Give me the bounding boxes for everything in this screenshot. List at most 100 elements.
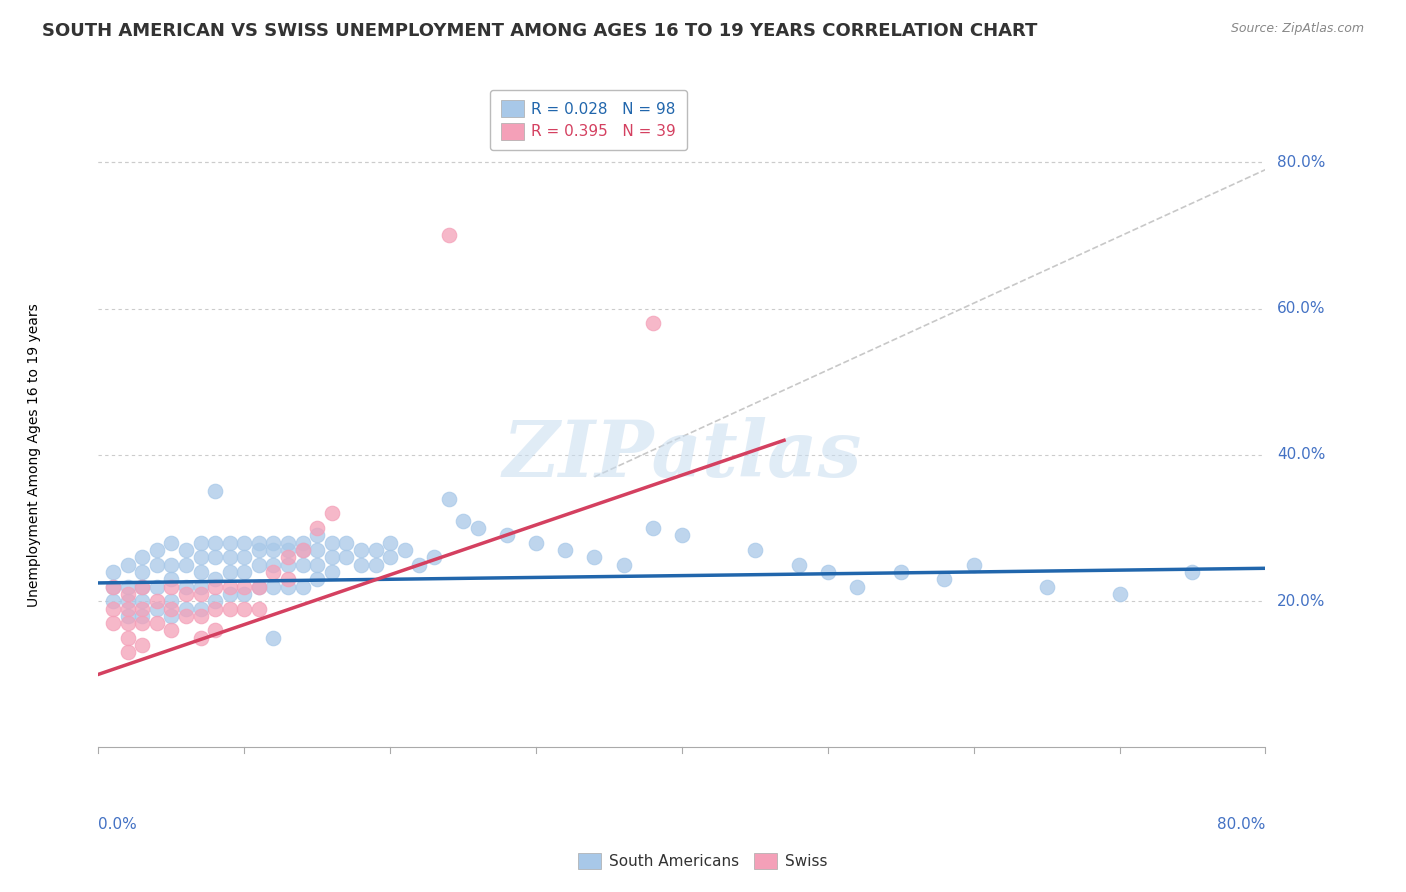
Point — [641, 521, 664, 535]
Point — [131, 565, 153, 579]
Point — [277, 543, 299, 558]
Point — [174, 608, 197, 623]
Point — [233, 580, 256, 594]
Point — [262, 565, 284, 579]
Point — [291, 543, 314, 558]
Text: 60.0%: 60.0% — [1277, 301, 1326, 316]
Point — [451, 514, 474, 528]
Point — [160, 535, 183, 549]
Point — [131, 550, 153, 565]
Point — [247, 580, 270, 594]
Point — [291, 558, 314, 572]
Point — [204, 484, 226, 499]
Point — [524, 535, 547, 549]
Point — [190, 550, 212, 565]
Text: 80.0%: 80.0% — [1218, 817, 1265, 832]
Point — [277, 558, 299, 572]
Text: 40.0%: 40.0% — [1277, 448, 1326, 462]
Point — [117, 616, 139, 631]
Point — [101, 594, 124, 608]
Text: 0.0%: 0.0% — [98, 817, 138, 832]
Point — [204, 594, 226, 608]
Point — [117, 594, 139, 608]
Point — [291, 535, 314, 549]
Legend: R = 0.028   N = 98, R = 0.395   N = 39: R = 0.028 N = 98, R = 0.395 N = 39 — [491, 89, 688, 151]
Point — [218, 535, 240, 549]
Point — [101, 565, 124, 579]
Point — [262, 558, 284, 572]
Point — [101, 580, 124, 594]
Point — [554, 543, 576, 558]
Point — [247, 543, 270, 558]
Point — [204, 624, 226, 638]
Point — [277, 580, 299, 594]
Point — [131, 594, 153, 608]
Point — [233, 601, 256, 615]
Point — [307, 558, 329, 572]
Text: Unemployment Among Ages 16 to 19 years: Unemployment Among Ages 16 to 19 years — [27, 303, 41, 607]
Point — [174, 587, 197, 601]
Point — [277, 550, 299, 565]
Point — [1108, 587, 1130, 601]
Point — [131, 580, 153, 594]
Point — [307, 528, 329, 542]
Point — [131, 608, 153, 623]
Point — [262, 535, 284, 549]
Point — [174, 543, 197, 558]
Point — [247, 535, 270, 549]
Point — [467, 521, 489, 535]
Point — [146, 558, 169, 572]
Point — [934, 572, 956, 586]
Point — [101, 616, 124, 631]
Point — [160, 601, 183, 615]
Point — [321, 565, 343, 579]
Point — [307, 543, 329, 558]
Point — [218, 601, 240, 615]
Point — [437, 228, 460, 243]
Point — [160, 624, 183, 638]
Point — [262, 580, 284, 594]
Point — [131, 601, 153, 615]
Point — [131, 616, 153, 631]
Point — [335, 535, 357, 549]
Point — [364, 558, 387, 572]
Point — [744, 543, 766, 558]
Point — [394, 543, 416, 558]
Point — [117, 608, 139, 623]
Point — [437, 491, 460, 506]
Point — [1181, 565, 1204, 579]
Point — [291, 580, 314, 594]
Point — [641, 316, 664, 330]
Point — [131, 580, 153, 594]
Point — [204, 601, 226, 615]
Point — [1035, 580, 1057, 594]
Point — [671, 528, 693, 542]
Point — [247, 558, 270, 572]
Point — [117, 587, 139, 601]
Point — [307, 521, 329, 535]
Point — [146, 580, 169, 594]
Point — [204, 580, 226, 594]
Point — [962, 558, 984, 572]
Point — [174, 558, 197, 572]
Point — [204, 572, 226, 586]
Point — [190, 565, 212, 579]
Point — [233, 587, 256, 601]
Point — [291, 543, 314, 558]
Point — [101, 601, 124, 615]
Point — [233, 535, 256, 549]
Point — [190, 601, 212, 615]
Point — [321, 535, 343, 549]
Point — [890, 565, 912, 579]
Point — [117, 558, 139, 572]
Point — [204, 535, 226, 549]
Point — [247, 601, 270, 615]
Point — [380, 550, 402, 565]
Point — [160, 608, 183, 623]
Point — [190, 580, 212, 594]
Point — [262, 631, 284, 645]
Point — [218, 565, 240, 579]
Point — [190, 587, 212, 601]
Point — [262, 543, 284, 558]
Point — [131, 638, 153, 652]
